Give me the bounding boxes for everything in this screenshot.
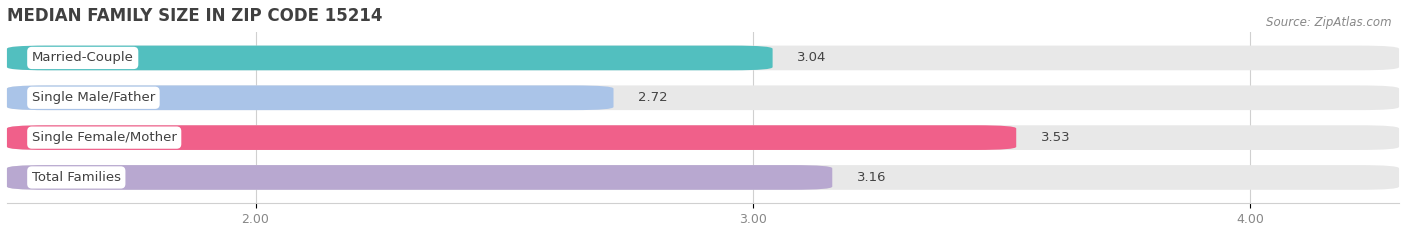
Text: Single Male/Father: Single Male/Father bbox=[32, 91, 155, 104]
FancyBboxPatch shape bbox=[7, 46, 773, 70]
FancyBboxPatch shape bbox=[7, 86, 1399, 110]
FancyBboxPatch shape bbox=[7, 165, 1399, 190]
FancyBboxPatch shape bbox=[7, 46, 1399, 70]
Text: 3.53: 3.53 bbox=[1040, 131, 1071, 144]
Text: MEDIAN FAMILY SIZE IN ZIP CODE 15214: MEDIAN FAMILY SIZE IN ZIP CODE 15214 bbox=[7, 7, 382, 25]
Text: Single Female/Mother: Single Female/Mother bbox=[32, 131, 177, 144]
Text: Married-Couple: Married-Couple bbox=[32, 51, 134, 65]
FancyBboxPatch shape bbox=[7, 165, 832, 190]
Text: Source: ZipAtlas.com: Source: ZipAtlas.com bbox=[1267, 16, 1392, 29]
FancyBboxPatch shape bbox=[7, 125, 1017, 150]
Text: Total Families: Total Families bbox=[32, 171, 121, 184]
Text: 2.72: 2.72 bbox=[638, 91, 668, 104]
FancyBboxPatch shape bbox=[7, 86, 613, 110]
Text: 3.04: 3.04 bbox=[797, 51, 827, 65]
Text: 3.16: 3.16 bbox=[858, 171, 887, 184]
FancyBboxPatch shape bbox=[7, 125, 1399, 150]
